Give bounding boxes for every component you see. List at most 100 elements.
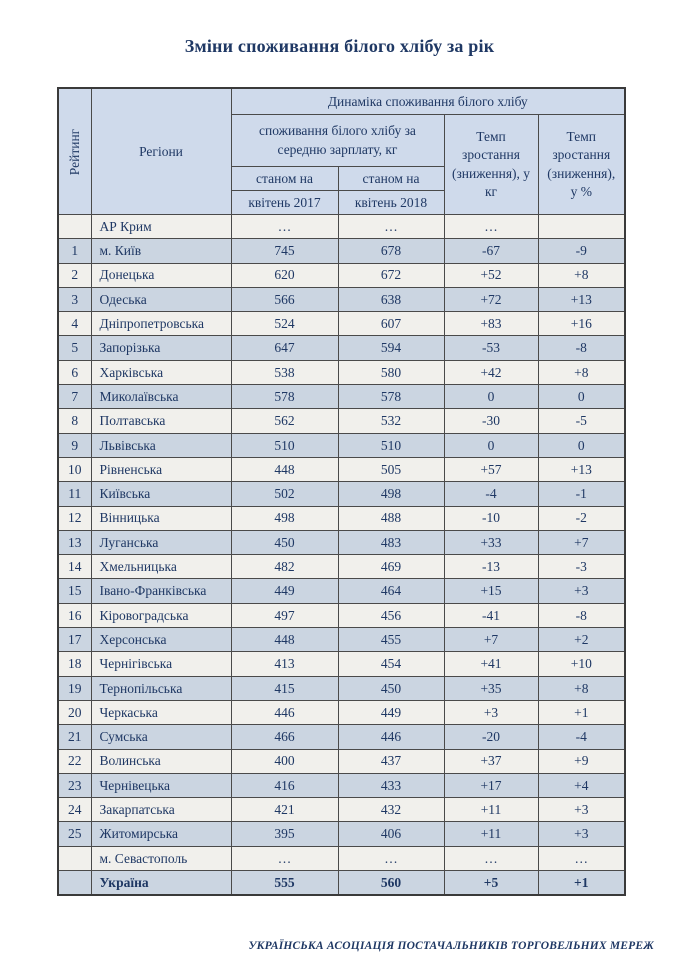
value-2017-cell: 450 (230, 529, 339, 556)
diff-pct-cell: +13 (537, 286, 626, 313)
rank-cell: 4 (57, 311, 92, 337)
region-cell: Дніпропетровська (90, 311, 232, 337)
value-2017-cell: 562 (230, 408, 339, 434)
diff-kg-cell: +35 (443, 675, 539, 701)
value-2017-cell: 421 (230, 797, 339, 823)
header-ranking: Рейтинг (57, 87, 92, 215)
header-april-2018: квітень 2018 (337, 190, 445, 215)
region-cell: Чернігівська (90, 651, 232, 677)
diff-kg-cell: +72 (443, 286, 539, 313)
diff-pct-cell: -8 (537, 602, 626, 629)
diff-kg-cell: -20 (443, 724, 539, 750)
value-2018-cell: 594 (337, 335, 445, 361)
table-row: 21 Сумська 466 446 -20 -4 (57, 724, 626, 750)
rank-cell: 11 (57, 481, 92, 507)
table-row: 14 Хмельницька 482 469 -13 -3 (57, 554, 626, 580)
total-row: Україна 555 560 +5 +1 (57, 870, 626, 896)
rank-cell: 20 (57, 699, 92, 726)
rank-cell: 17 (57, 627, 92, 653)
value-2018-cell: 505 (337, 456, 445, 483)
value-2017-cell: 578 (230, 384, 339, 410)
diff-kg-cell: -30 (443, 408, 539, 434)
diff-kg-cell: +41 (443, 651, 539, 677)
rank-cell: 12 (57, 505, 92, 531)
value-2017-cell: … (230, 213, 339, 240)
diff-pct-cell: +3 (537, 797, 626, 823)
value-2018-cell: 578 (337, 384, 445, 410)
table-row: 13 Луганська 450 483 +33 +7 (57, 529, 626, 556)
table-row: 5 Запорізька 647 594 -53 -8 (57, 335, 626, 361)
value-2017-cell: 555 (230, 870, 339, 896)
diff-kg-cell: +3 (443, 699, 539, 726)
region-cell: Вінницька (90, 505, 232, 531)
value-2018-cell: 454 (337, 651, 445, 677)
value-2018-cell: 450 (337, 675, 445, 701)
table-row: 22 Волинська 400 437 +37 +9 (57, 748, 626, 774)
rank-cell: 3 (57, 286, 92, 313)
diff-pct-cell: 0 (537, 432, 626, 458)
value-2017-cell: 647 (230, 335, 339, 361)
value-2018-cell: 488 (337, 505, 445, 531)
table-row: 6 Харківська 538 580 +42 +8 (57, 359, 626, 386)
header-regions: Регіони (90, 87, 232, 215)
diff-pct-cell: +1 (537, 699, 626, 726)
diff-kg-cell: -13 (443, 554, 539, 580)
header-growth-pct: Темп зростання (зниження), у % (537, 114, 626, 215)
table-row: 15 Івано-Франківська 449 464 +15 +3 (57, 578, 626, 604)
bread-consumption-table: Рейтинг Регіони Динаміка споживання біло… (57, 87, 627, 897)
diff-pct-cell: +1 (537, 870, 626, 896)
diff-pct-cell (537, 213, 626, 240)
table-row: 7 Миколаївська 578 578 0 0 (57, 384, 626, 410)
value-2017-cell: 745 (230, 238, 339, 264)
value-2017-cell: 566 (230, 286, 339, 313)
region-cell: Чернівецька (90, 772, 232, 799)
table-body: АР Крим……… 1 м. Київ 745 678 -67 -9 2 Донецька 62… (57, 213, 626, 896)
value-2017-cell: 449 (230, 578, 339, 604)
diff-kg-cell: -41 (443, 602, 539, 629)
value-2017-cell: 510 (230, 432, 339, 458)
header-asof-2018: станом на (337, 166, 445, 191)
diff-kg-cell: -53 (443, 335, 539, 361)
rank-cell: 6 (57, 359, 92, 386)
table-row: АР Крим……… (57, 213, 626, 240)
region-cell: Закарпатська (90, 797, 232, 823)
region-cell: АР Крим (90, 213, 232, 240)
header-dynamics: Динаміка споживання білого хлібу (230, 87, 626, 115)
value-2017-cell: 448 (230, 627, 339, 653)
region-cell: м. Київ (90, 238, 232, 264)
rank-cell: 24 (57, 797, 92, 823)
diff-kg-cell: 0 (443, 384, 539, 410)
region-cell: Кіровоградська (90, 602, 232, 629)
rank-cell: 19 (57, 675, 92, 701)
region-cell: Харківська (90, 359, 232, 386)
header-asof-2017: станом на (230, 166, 339, 191)
diff-pct-cell: +8 (537, 675, 626, 701)
region-cell: Донецька (90, 262, 232, 288)
diff-pct-cell: +13 (537, 456, 626, 483)
region-cell: Івано-Франківська (90, 578, 232, 604)
region-cell: Луганська (90, 529, 232, 556)
diff-pct-cell: +7 (537, 529, 626, 556)
value-2018-cell: … (337, 845, 445, 872)
value-2017-cell: 415 (230, 675, 339, 701)
value-2018-cell: 580 (337, 359, 445, 386)
region-cell: Хмельницька (90, 554, 232, 580)
header-consumption: споживання білого хлібу за середню зарпл… (230, 114, 445, 167)
region-cell: Миколаївська (90, 384, 232, 410)
value-2017-cell: 446 (230, 699, 339, 726)
region-cell: Волинська (90, 748, 232, 774)
table-row: 20 Черкаська 446 449 +3 +1 (57, 699, 626, 726)
table-row: 8 Полтавська 562 532 -30 -5 (57, 408, 626, 434)
table-row: 16 Кіровоградська 497 456 -41 -8 (57, 602, 626, 629)
diff-pct-cell: +16 (537, 311, 626, 337)
table-row: 1 м. Київ 745 678 -67 -9 (57, 238, 626, 264)
table-row: 10 Рівненська 448 505 +57 +13 (57, 456, 626, 483)
table-header: Рейтинг Регіони Динаміка споживання біло… (57, 87, 626, 215)
rank-cell: 8 (57, 408, 92, 434)
page-title: Зміни споживання білого хлібу за рік (184, 36, 495, 56)
region-cell: Львівська (90, 432, 232, 458)
region-cell: Одеська (90, 286, 232, 313)
diff-kg-cell: +52 (443, 262, 539, 288)
value-2018-cell: 469 (337, 554, 445, 580)
header-april-2017: квітень 2017 (230, 190, 339, 215)
